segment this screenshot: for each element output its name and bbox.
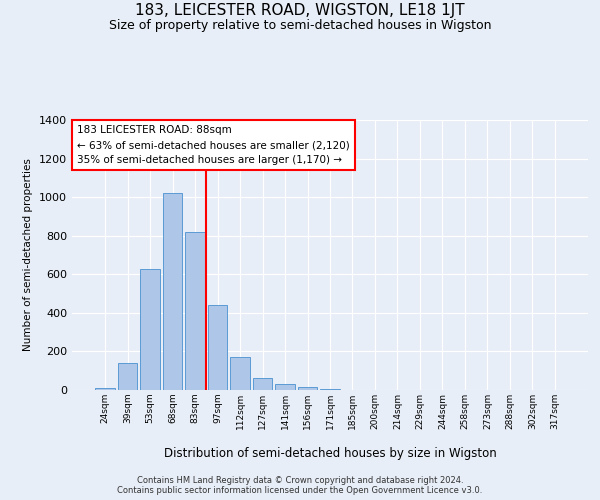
Text: 183 LEICESTER ROAD: 88sqm
← 63% of semi-detached houses are smaller (2,120)
35% : 183 LEICESTER ROAD: 88sqm ← 63% of semi-… [77, 126, 350, 165]
Bar [298, 387, 317, 390]
Bar [118, 363, 137, 390]
Bar [230, 357, 250, 390]
Y-axis label: Number of semi-detached properties: Number of semi-detached properties [23, 158, 34, 352]
Bar [185, 232, 205, 390]
Bar [208, 305, 227, 390]
Text: Size of property relative to semi-detached houses in Wigston: Size of property relative to semi-detach… [109, 19, 491, 32]
Text: Contains HM Land Registry data © Crown copyright and database right 2024.
Contai: Contains HM Land Registry data © Crown c… [118, 476, 482, 495]
Text: Distribution of semi-detached houses by size in Wigston: Distribution of semi-detached houses by … [164, 448, 496, 460]
Bar [163, 194, 182, 390]
Bar [320, 389, 340, 390]
Bar [140, 268, 160, 390]
Text: 183, LEICESTER ROAD, WIGSTON, LE18 1JT: 183, LEICESTER ROAD, WIGSTON, LE18 1JT [135, 2, 465, 18]
Bar [275, 384, 295, 390]
Bar [253, 378, 272, 390]
Bar [95, 388, 115, 390]
